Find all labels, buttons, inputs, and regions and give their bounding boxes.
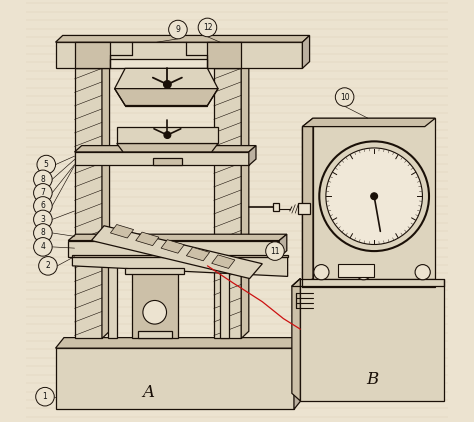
Text: 6: 6 xyxy=(40,201,46,211)
Polygon shape xyxy=(102,60,109,338)
Polygon shape xyxy=(115,68,218,89)
Bar xyxy=(298,203,310,214)
Circle shape xyxy=(319,141,429,251)
Text: 3: 3 xyxy=(40,215,46,224)
Polygon shape xyxy=(161,240,184,253)
Polygon shape xyxy=(55,35,310,42)
Polygon shape xyxy=(110,59,208,68)
Polygon shape xyxy=(241,60,249,338)
Polygon shape xyxy=(117,143,218,152)
Circle shape xyxy=(34,224,52,242)
Polygon shape xyxy=(301,279,444,401)
Polygon shape xyxy=(125,268,184,274)
Polygon shape xyxy=(292,279,301,401)
Polygon shape xyxy=(302,35,310,68)
Bar xyxy=(131,273,178,338)
Polygon shape xyxy=(117,127,218,143)
Circle shape xyxy=(37,155,55,174)
Circle shape xyxy=(39,257,57,275)
Polygon shape xyxy=(110,225,134,238)
Polygon shape xyxy=(74,146,256,152)
Polygon shape xyxy=(273,203,279,211)
Circle shape xyxy=(164,132,171,138)
Polygon shape xyxy=(73,255,288,257)
Circle shape xyxy=(164,81,171,88)
Text: 11: 11 xyxy=(270,246,280,256)
Text: 2: 2 xyxy=(46,261,50,271)
Polygon shape xyxy=(68,234,287,241)
Circle shape xyxy=(314,265,329,280)
Text: 1: 1 xyxy=(43,392,47,401)
Text: 10: 10 xyxy=(340,92,349,102)
Polygon shape xyxy=(313,118,435,279)
Text: 7: 7 xyxy=(40,188,46,197)
Polygon shape xyxy=(55,338,302,348)
Polygon shape xyxy=(73,257,288,276)
Polygon shape xyxy=(55,348,294,409)
Text: 8: 8 xyxy=(40,228,45,238)
Polygon shape xyxy=(115,89,218,106)
Bar xyxy=(108,256,117,338)
Text: B: B xyxy=(366,371,378,388)
Circle shape xyxy=(34,170,52,189)
Bar xyxy=(220,256,228,338)
Circle shape xyxy=(415,265,430,280)
Polygon shape xyxy=(302,118,435,127)
Polygon shape xyxy=(302,118,313,287)
Circle shape xyxy=(36,387,55,406)
Text: 4: 4 xyxy=(40,242,46,252)
Polygon shape xyxy=(186,247,210,261)
Polygon shape xyxy=(136,232,159,246)
Polygon shape xyxy=(68,241,279,257)
Polygon shape xyxy=(74,152,249,165)
Circle shape xyxy=(356,265,371,280)
Text: 8: 8 xyxy=(40,175,45,184)
Text: 5: 5 xyxy=(44,160,49,169)
Polygon shape xyxy=(212,255,235,268)
Circle shape xyxy=(266,242,284,260)
Polygon shape xyxy=(74,68,102,338)
Circle shape xyxy=(34,238,52,256)
Circle shape xyxy=(169,20,187,39)
Polygon shape xyxy=(279,234,287,257)
Circle shape xyxy=(326,148,422,244)
Bar xyxy=(338,264,374,277)
Text: 12: 12 xyxy=(203,23,212,32)
Circle shape xyxy=(371,193,377,200)
Text: A: A xyxy=(142,384,155,401)
Circle shape xyxy=(34,197,52,215)
Circle shape xyxy=(143,300,166,324)
Circle shape xyxy=(34,184,52,202)
Bar xyxy=(153,158,182,165)
Polygon shape xyxy=(208,42,241,68)
Polygon shape xyxy=(91,226,262,279)
Polygon shape xyxy=(55,42,302,68)
Polygon shape xyxy=(294,338,302,409)
Polygon shape xyxy=(214,68,241,338)
Circle shape xyxy=(335,88,354,106)
Circle shape xyxy=(34,210,52,229)
Text: 9: 9 xyxy=(175,25,181,34)
Polygon shape xyxy=(74,42,110,68)
Circle shape xyxy=(198,18,217,37)
Polygon shape xyxy=(138,331,172,338)
Polygon shape xyxy=(249,146,256,165)
